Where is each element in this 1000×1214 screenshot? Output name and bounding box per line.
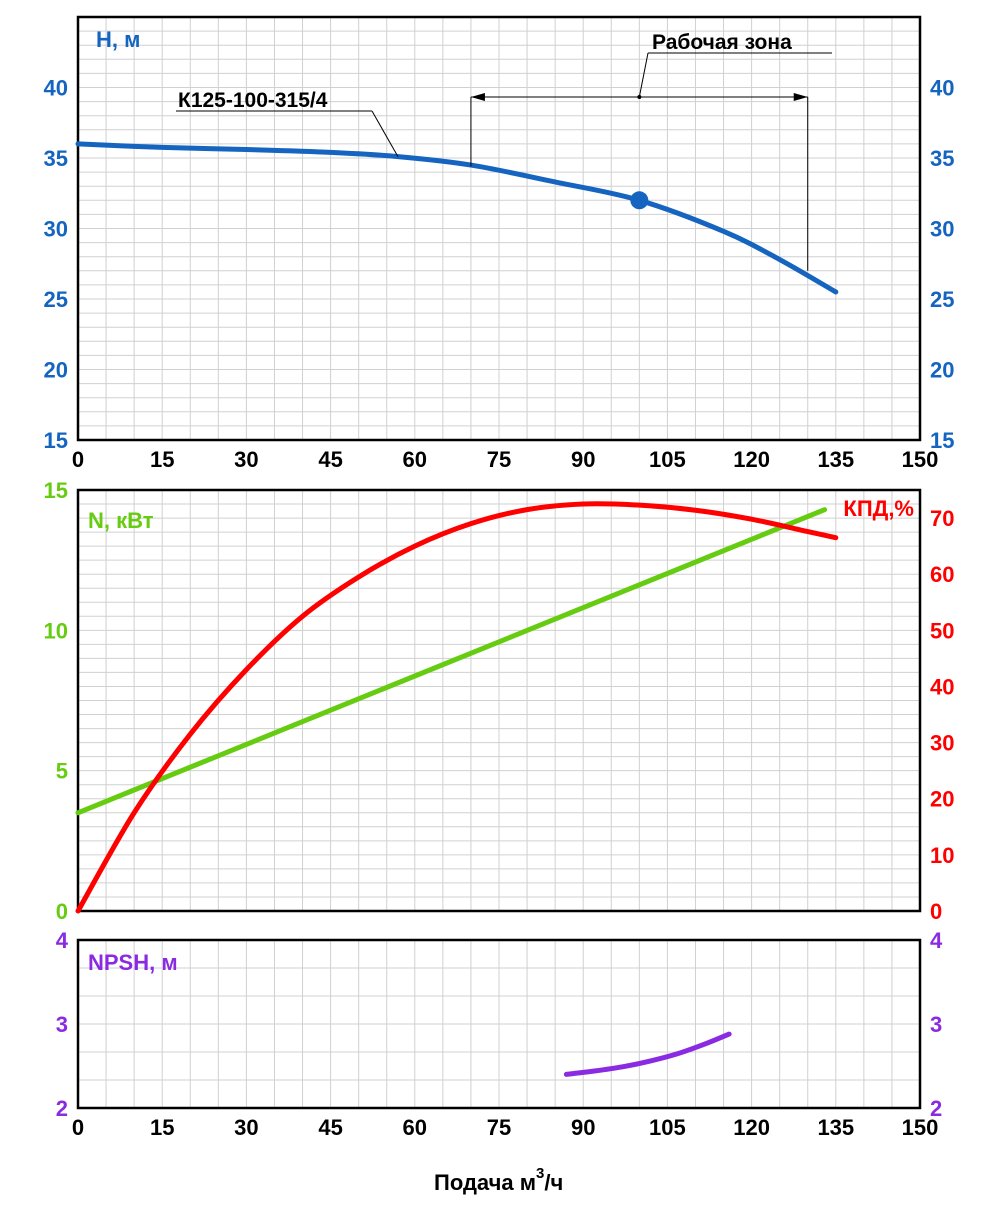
power-curve-line bbox=[75, 507, 828, 816]
plot-frame-2 bbox=[76, 488, 922, 913]
y-tick-label-head-right: 15 bbox=[930, 428, 954, 453]
y-tick-label-efficiency: 40 bbox=[930, 674, 954, 699]
x-tick-label-npsh: 150 bbox=[902, 1115, 939, 1140]
x-tick-label-head: 90 bbox=[571, 447, 595, 472]
duty-point-marker bbox=[630, 191, 649, 210]
npsh-curve-line bbox=[563, 1031, 732, 1077]
working-zone-label: Рабочая зона bbox=[652, 31, 792, 54]
y-tick-label-head-left: 30 bbox=[44, 217, 68, 242]
x-tick-label-head: 150 bbox=[902, 447, 939, 472]
y-tick-label-npsh-right: 3 bbox=[930, 1012, 942, 1037]
y-tick-label-efficiency: 10 bbox=[930, 843, 954, 868]
x-axis-title-superscript: 3 bbox=[536, 1165, 544, 1182]
x-tick-label-npsh: 0 bbox=[72, 1115, 84, 1140]
x-tick-label-head: 0 bbox=[72, 447, 84, 472]
x-tick-label-npsh: 15 bbox=[150, 1115, 174, 1140]
x-axis-title-unit: /ч bbox=[544, 1170, 563, 1195]
efficiency-axis-title: КПД,% bbox=[843, 496, 914, 521]
plot-frame-1 bbox=[76, 15, 922, 442]
y-tick-label-npsh-left: 3 bbox=[56, 1012, 68, 1037]
x-tick-label-head: 120 bbox=[733, 447, 770, 472]
y-tick-label-head-left: 35 bbox=[44, 146, 68, 171]
x-tick-label-npsh: 90 bbox=[571, 1115, 595, 1140]
y-tick-label-head-left: 15 bbox=[44, 428, 68, 453]
y-tick-label-npsh-right: 4 bbox=[930, 928, 943, 953]
y-tick-label-head-left: 40 bbox=[44, 76, 68, 101]
y-tick-label-head-right: 20 bbox=[930, 358, 954, 383]
y-tick-label-efficiency: 70 bbox=[930, 506, 954, 531]
head-axis-title: Н, м bbox=[96, 27, 140, 52]
y-tick-label-efficiency: 30 bbox=[930, 731, 954, 756]
grid-panel-2 bbox=[78, 490, 920, 911]
y-tick-label-power: 5 bbox=[56, 759, 68, 784]
y-tick-label-power: 0 bbox=[56, 899, 68, 924]
working-zone-arrow-right bbox=[793, 93, 808, 101]
x-tick-label-head: 75 bbox=[487, 447, 511, 472]
y-tick-label-npsh-left: 4 bbox=[56, 928, 69, 953]
x-tick-label-npsh: 75 bbox=[487, 1115, 511, 1140]
x-tick-label-head: 135 bbox=[817, 447, 854, 472]
plot-frame-3 bbox=[76, 938, 922, 1110]
y-tick-label-power: 15 bbox=[44, 478, 68, 503]
x-tick-label-npsh: 60 bbox=[403, 1115, 427, 1140]
npsh-axis-title: NPSH, м bbox=[88, 950, 178, 975]
x-tick-label-head: 15 bbox=[150, 447, 174, 472]
x-tick-label-head: 105 bbox=[649, 447, 686, 472]
y-tick-label-npsh-right: 2 bbox=[930, 1096, 942, 1121]
curve-model-label: К125-100-315/4 bbox=[178, 89, 328, 112]
x-tick-label-npsh: 30 bbox=[234, 1115, 258, 1140]
x-tick-label-npsh: 120 bbox=[733, 1115, 770, 1140]
x-tick-label-head: 30 bbox=[234, 447, 258, 472]
y-tick-label-head-right: 30 bbox=[930, 217, 954, 242]
power-axis-title: N, кВт bbox=[88, 508, 154, 533]
y-tick-label-head-right: 40 bbox=[930, 76, 954, 101]
y-tick-label-head-right: 35 bbox=[930, 146, 954, 171]
y-tick-label-head-left: 20 bbox=[44, 358, 68, 383]
x-tick-label-npsh: 105 bbox=[649, 1115, 686, 1140]
y-tick-label-head-left: 25 bbox=[44, 287, 68, 312]
x-tick-label-head: 45 bbox=[318, 447, 342, 472]
x-tick-label-head: 60 bbox=[403, 447, 427, 472]
x-axis-title-main: Подача м bbox=[434, 1170, 536, 1195]
grid-panel-1 bbox=[78, 17, 920, 440]
x-tick-label-npsh: 135 bbox=[817, 1115, 854, 1140]
grid-panel-3 bbox=[78, 940, 920, 1108]
y-tick-label-efficiency: 0 bbox=[930, 899, 942, 924]
y-tick-label-efficiency: 60 bbox=[930, 562, 954, 587]
y-tick-label-npsh-left: 2 bbox=[56, 1096, 68, 1121]
y-tick-label-power: 10 bbox=[44, 618, 68, 643]
x-axis-title: Подача м3/ч bbox=[434, 1165, 563, 1195]
y-tick-label-efficiency: 20 bbox=[930, 787, 954, 812]
working-zone-arrow-left bbox=[470, 93, 485, 101]
y-tick-label-head-right: 25 bbox=[930, 287, 954, 312]
efficiency-curve-line bbox=[75, 501, 839, 914]
curve-label-leader-line bbox=[371, 110, 399, 157]
y-tick-label-efficiency: 50 bbox=[930, 618, 954, 643]
working-zone-leader-line bbox=[638, 52, 649, 98]
x-tick-label-npsh: 45 bbox=[318, 1115, 342, 1140]
head-curve-line bbox=[75, 141, 839, 295]
